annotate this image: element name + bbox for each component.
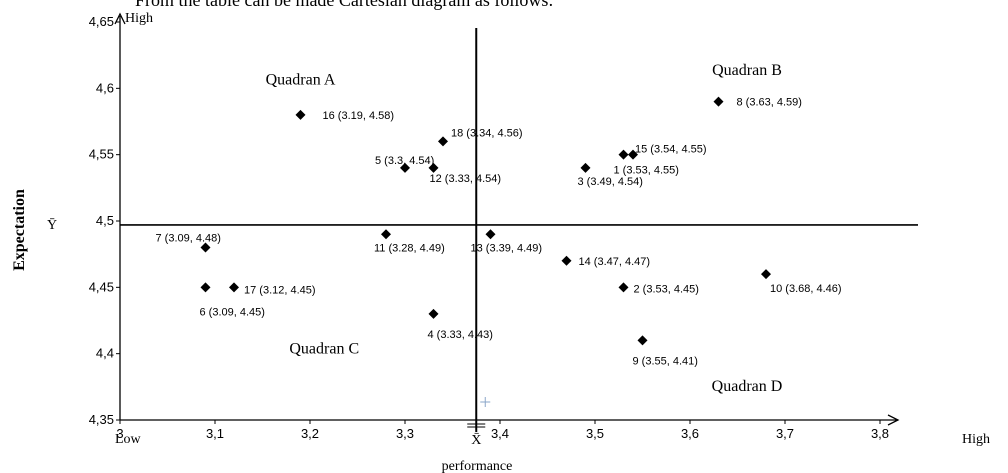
y-tick-label: 4,65 [89, 14, 114, 29]
point-marker-18 [438, 136, 448, 147]
point-label-13: 13 (3.39, 4.49) [471, 242, 543, 254]
tick-labels: 4,35 4,4 4,45 4,5 4,55 4,6 4,65 3 3,1 3,2 3,3 3,4 3,… [89, 14, 889, 441]
point-marker-15 [628, 149, 638, 160]
point-marker-10 [761, 269, 771, 280]
point-marker-14 [561, 255, 572, 266]
point-label-18: 18 (3.34, 4.56) [451, 127, 523, 139]
quadrant-label: Quadran D [712, 378, 783, 395]
y-axis-arrow [114, 12, 126, 25]
data-points: 1 (3.53, 4.55) 2 (3.53, 4.45) 3 (3.49, 4.5… [156, 96, 842, 367]
y-tick-label: 4,5 [96, 213, 114, 228]
point-label-8: 8 (3.63, 4.59) [737, 97, 802, 109]
x-axis-label: performance [442, 459, 513, 473]
quadrant-labels: Quadran A Quadran B Quadran C Quadran D [266, 62, 783, 395]
point-label-16: 16 (3.19, 4.58) [323, 110, 395, 122]
point-label-7: 7 (3.09, 4.48) [156, 233, 221, 245]
mean-lines [120, 28, 918, 432]
x-tick-label: 3,2 [301, 426, 319, 441]
point-label-6: 6 (3.09, 4.45) [200, 306, 265, 318]
point-label-15: 15 (3.54, 4.55) [635, 144, 707, 156]
y-high-label: High [125, 11, 153, 26]
x-tick-label: 3,4 [491, 426, 509, 441]
point-label-11: 11 (3.28, 4.49) [374, 242, 445, 254]
point-marker-9 [637, 335, 648, 346]
point-marker-8 [713, 96, 724, 107]
x-axis-arrow [887, 414, 900, 426]
point-label-10: 10 (3.68, 4.46) [770, 283, 842, 295]
x-tick-label: 3,6 [681, 426, 699, 441]
point-marker-1 [618, 149, 629, 160]
point-marker-4 [428, 308, 439, 319]
y-tick-label: 4,55 [89, 147, 114, 162]
point-label-3: 3 (3.49, 4.54) [578, 176, 643, 188]
y-tick-label: 4,4 [96, 346, 114, 361]
quadrant-label: Quadran B [712, 62, 782, 79]
point-label-1: 1 (3.53, 4.55) [614, 165, 679, 177]
x-mean-symbol: X̄ [471, 432, 481, 448]
point-label-2: 2 (3.53, 4.45) [634, 283, 699, 295]
y-axis-label: Expectation [11, 189, 28, 271]
x-tick-label: 3 [116, 426, 123, 441]
point-marker-3 [580, 162, 591, 173]
point-label-5: 5 (3.3, 4.54) [375, 155, 434, 167]
point-label-17: 17 (3.12, 4.45) [244, 284, 316, 296]
y-tick-label: 4,45 [89, 279, 114, 294]
axes [114, 12, 900, 426]
x-low-label: Low [115, 432, 142, 447]
x-tick-label: 3,1 [206, 426, 224, 441]
point-marker-6 [200, 282, 211, 293]
x-high-label: High [962, 432, 990, 447]
quadrant-label: Quadran A [266, 71, 336, 88]
point-marker-11 [381, 229, 391, 240]
x-tick-label: 3,8 [871, 426, 889, 441]
point-marker-5 [400, 162, 410, 173]
point-marker-12 [428, 162, 439, 173]
y-mean-symbol: Ȳ [47, 217, 57, 233]
quadrant-label: Quadran C [289, 341, 359, 358]
point-marker-16 [295, 109, 306, 120]
point-label-12: 12 (3.33, 4.54) [430, 173, 502, 185]
x-tick-label: 3,5 [586, 426, 604, 441]
y-tick-label: 4,35 [89, 412, 114, 427]
point-label-4: 4 (3.33, 4.43) [428, 329, 493, 341]
point-label-9: 9 (3.55, 4.41) [633, 355, 698, 367]
y-tick-label: 4,6 [96, 80, 114, 95]
point-label-14: 14 (3.47, 4.47) [579, 256, 651, 268]
point-marker-17 [229, 282, 239, 293]
x-tick-label: 3,7 [776, 426, 794, 441]
point-marker-7 [200, 242, 211, 253]
point-marker-2 [618, 282, 629, 293]
point-marker-13 [485, 229, 496, 240]
x-tick-label: 3,3 [396, 426, 414, 441]
intro-text: From the table can be made Cartesian dia… [135, 0, 553, 10]
